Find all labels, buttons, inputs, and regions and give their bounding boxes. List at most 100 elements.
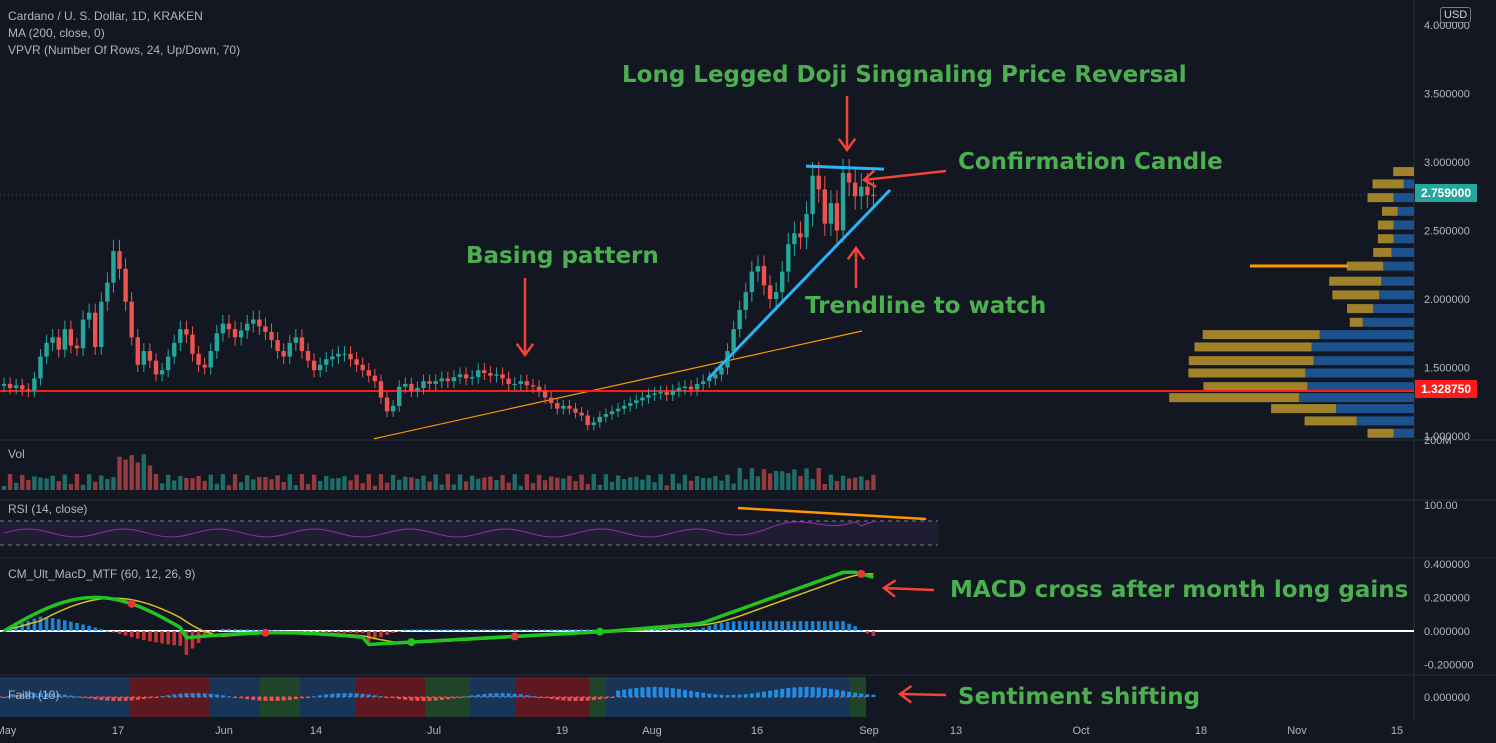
candle-body [56,337,61,350]
volume-bar [390,475,396,490]
macd-histogram-bar [87,625,91,631]
trendline [706,188,892,381]
faith-histogram-bar [810,687,815,697]
macd-arrow [883,586,935,592]
faith-histogram-bar [634,687,639,697]
volume-bar [652,482,657,490]
candle-body [737,309,742,330]
volume-bar [719,480,724,490]
macd-histogram-bar [123,631,128,636]
faith-histogram-bar [555,697,560,700]
volume-bar [13,482,19,490]
volume-bar [360,483,365,490]
volume-bar [822,484,827,490]
rsi-pane-label[interactable]: RSI (14, close) [8,502,88,516]
volume-bar [80,484,86,490]
faith-histogram-bar [610,697,614,698]
vpvr-down-bar [1305,368,1414,378]
faith-histogram-bar [38,693,43,697]
macd-pane-label[interactable]: CM_Ult_MacD_MTF (60, 12, 26, 9) [8,567,196,581]
faith-histogram-bar [476,694,481,697]
vpvr-up-bar [1393,167,1414,177]
macd-histogram-bar [573,629,578,631]
candle-body [676,388,682,391]
faith-histogram-bar [451,697,456,699]
time-axis-label: Jun [215,725,233,737]
candle-body [117,251,122,269]
macd-annotation: MACD cross after month long gains [950,577,1409,603]
candle-body [26,389,31,391]
faith-histogram-bar [670,688,675,697]
volume-bar [384,482,390,490]
candle-body [816,175,821,190]
faith-histogram-bar [616,690,621,697]
volume-bar [409,477,414,490]
candle-body [293,337,299,343]
volume-bar [251,479,256,490]
volume-bar [694,476,700,490]
candle-body [105,282,110,302]
currency-badge[interactable]: USD [1440,7,1472,23]
vpvr-down-bar [1393,220,1414,230]
macd-histogram-bar [111,631,116,633]
faith-histogram-bar [202,693,207,697]
candle-body [1,383,7,386]
candle-body [257,319,262,327]
faith-pane-label[interactable]: Faith (10) [8,688,60,702]
faith-histogram-bar [421,697,426,701]
volume-bar [26,480,31,490]
macd-histogram-bar [2,631,6,632]
vpvr-up-bar [1188,368,1306,378]
vpvr-down-bar [1313,356,1414,366]
vpvr-up-bar [1202,330,1320,340]
symbol-title[interactable]: Cardano / U. S. Dollar, 1D, KRAKEN [8,9,203,23]
candle-body [682,386,688,389]
faith-histogram-bar [816,687,821,697]
macd-histogram-bar [482,629,487,631]
volume-bar [311,474,317,490]
candle-body [573,408,578,413]
macd-histogram-bar [762,621,766,631]
ma-indicator-label[interactable]: MA (200, close, 0) [8,26,105,40]
vpvr-up-bar [1349,317,1363,327]
volume-bar [743,479,748,490]
volume-bar [834,481,840,490]
candle-body [354,359,359,365]
macd-histogram-bar [525,629,529,631]
vpvr-down-bar [1383,261,1414,271]
macd-histogram-bar [178,631,183,646]
macd-histogram-bar [93,627,97,631]
volume-bar [20,474,25,490]
trendline-arrow-head [846,245,866,261]
volume-bar [773,470,779,490]
candle-body [476,370,481,378]
candle-body [311,360,317,371]
faith-histogram-bar [293,697,298,700]
volume-bar [86,474,92,490]
faith-histogram-bar [804,687,809,697]
candle-body [147,351,153,361]
volume-bar [816,468,821,490]
faith-histogram-bar [93,697,98,700]
vpvr-indicator-label[interactable]: VPVR (Number Of Rows, 24, Up/Down, 70) [8,43,241,57]
volume-bar [603,474,609,490]
macd-histogram-bar [69,621,73,631]
macd-histogram-bar [652,628,657,631]
faith-histogram-bar [372,695,377,697]
candle-body [628,403,633,406]
faith-histogram-bar [14,695,19,697]
volume-bar [135,462,140,490]
faith-histogram-bar [26,693,31,697]
volume-bar [415,478,420,490]
vpvr-down-bar [1381,276,1414,286]
candle-body [342,353,347,355]
volume-bar [202,480,207,490]
macd-histogram-bar [519,629,523,631]
macd-histogram-bar [446,629,450,631]
vpvr-down-bar [1362,317,1414,327]
volume-bar [463,481,469,490]
faith-histogram-bar [50,693,55,697]
faith-histogram-bar [287,697,292,700]
candle-body [792,233,797,245]
